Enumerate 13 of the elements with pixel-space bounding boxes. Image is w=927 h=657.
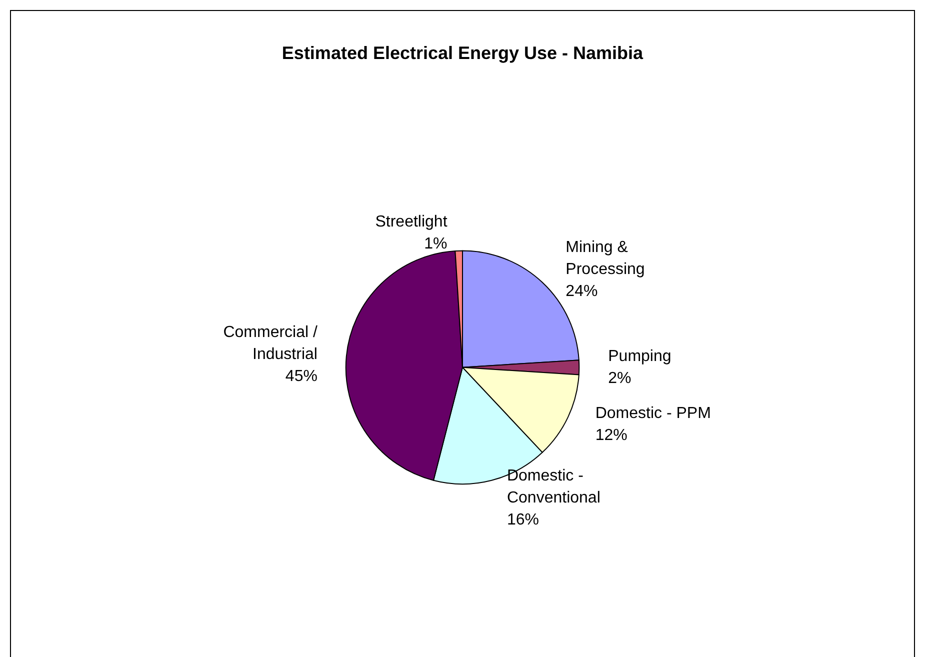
chart-title: Estimated Electrical Energy Use - Namibia [282, 43, 644, 63]
slice-label: Streetlight [375, 213, 448, 230]
data-label: 2% [608, 370, 632, 387]
slice-label: Mining & Processing [566, 238, 645, 278]
data-label: 1% [424, 235, 448, 252]
data-label: 16% [506, 511, 540, 528]
slice-label: Domestic - PPM [595, 405, 711, 422]
data-label: 24% [566, 282, 598, 300]
slice-label: Pumping [608, 348, 672, 365]
data-label: 12% [595, 427, 628, 444]
data-label: 45% [285, 368, 318, 386]
slice-label: Domestic - Conventional [506, 467, 600, 506]
slice-label: Commercial / Industrial [223, 324, 318, 364]
